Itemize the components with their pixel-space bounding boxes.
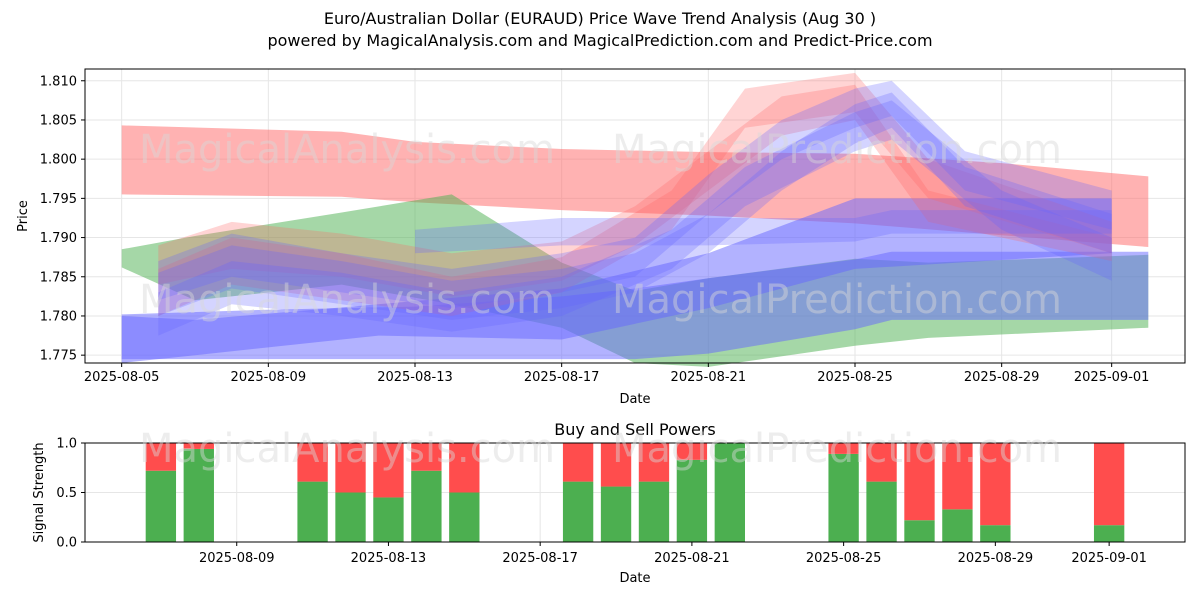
buy-bar — [942, 509, 973, 542]
x-tick-label: 2025-08-05 — [84, 370, 160, 385]
x-tick-label: 2025-08-21 — [671, 370, 747, 385]
buy-bar — [904, 520, 935, 542]
buy-bar — [638, 481, 670, 542]
watermark-text: MagicalPrediction.com — [612, 127, 1062, 173]
y-axis-label: Signal Strength — [32, 442, 47, 542]
buy-bar — [449, 492, 480, 542]
watermarks: MagicalAnalysis.com MagicalPrediction.com… — [139, 127, 1062, 472]
sell-bar — [866, 443, 897, 482]
y-tick-label: 1.805 — [40, 113, 77, 128]
x-tick-label: 2025-08-29 — [964, 370, 1040, 385]
chart-subtitle: powered by MagicalAnalysis.com and Magic… — [267, 31, 933, 50]
y-tick-label: 0.5 — [56, 486, 77, 501]
sell-bar — [600, 443, 632, 487]
bottom-axes: 2025-08-09 2025-08-13 2025-08-17 2025-08-21… — [32, 420, 1186, 586]
watermark-text: MagicalAnalysis.com — [139, 277, 555, 323]
watermark-text: MagicalPrediction.com — [612, 426, 1062, 472]
sell-bar — [297, 443, 328, 482]
y-tick-label: 1.775 — [40, 349, 77, 364]
x-axis-label: Date — [619, 392, 650, 407]
buy-bar — [335, 492, 366, 542]
y-tick-label: 1.795 — [40, 192, 77, 207]
top-series — [121, 72, 1149, 367]
y-tick-label: 1.790 — [40, 231, 77, 246]
sell-bar — [904, 443, 935, 521]
x-tick-label: 2025-08-13 — [377, 370, 453, 385]
buy-bar — [714, 443, 745, 542]
y-tick-label: 1.810 — [40, 74, 77, 89]
bottom-chart-title: Buy and Sell Powers — [554, 420, 716, 439]
top-axes: 2025-08-05 2025-08-09 2025-08-13 2025-08-17… — [16, 68, 1186, 407]
sell-bar — [676, 443, 708, 460]
x-tick-label: 2025-08-09 — [231, 370, 307, 385]
x-tick-label: 2025-08-09 — [199, 551, 275, 566]
y-tick-label: 1.780 — [40, 309, 77, 324]
x-axis-label: Date — [619, 571, 650, 586]
x-tick-label: 2025-08-25 — [817, 370, 893, 385]
price-band-blue — [415, 210, 1112, 254]
price-band-green — [121, 194, 1149, 367]
sell-bar — [942, 443, 973, 510]
watermark-text: MagicalAnalysis.com — [139, 426, 555, 472]
price-band-blue — [158, 92, 1112, 320]
buy-bar — [1093, 525, 1125, 542]
bottom-bars — [145, 443, 1125, 542]
price-band-blue — [121, 198, 1112, 363]
buy-bar — [980, 525, 1011, 542]
sell-bar — [183, 443, 214, 449]
x-tick-label: 2025-08-21 — [654, 551, 730, 566]
x-tick-label: 2025-08-29 — [958, 551, 1034, 566]
sell-bar — [638, 443, 670, 482]
y-axis-label: Price — [16, 200, 31, 232]
y-tick-label: 1.0 — [56, 437, 77, 452]
buy-bar — [297, 481, 328, 542]
buy-bar — [562, 481, 594, 542]
y-tick-label: 1.785 — [40, 270, 77, 285]
watermark-text: MagicalPrediction.com — [612, 277, 1062, 323]
watermark-text: MagicalAnalysis.com — [139, 127, 555, 173]
chart-title: Euro/Australian Dollar (EURAUD) Price Wa… — [323, 9, 877, 28]
top-plot-frame — [84, 68, 1186, 364]
x-tick-label: 2025-08-17 — [502, 551, 578, 566]
buy-bar — [373, 497, 404, 542]
buy-bar — [866, 481, 897, 542]
x-tick-label: 2025-09-01 — [1074, 370, 1150, 385]
buy-bar — [183, 448, 214, 542]
sell-bar — [373, 443, 404, 498]
buy-bar — [145, 470, 177, 542]
buy-bar — [411, 470, 442, 542]
chart-title-block: Euro/Australian Dollar (EURAUD) Price Wa… — [0, 8, 1200, 52]
x-tick-label: 2025-08-25 — [806, 551, 882, 566]
sell-bar — [980, 443, 1011, 526]
buy-bar — [828, 453, 859, 542]
x-tick-label: 2025-08-17 — [524, 370, 600, 385]
sell-bar — [145, 443, 177, 471]
y-tick-label: 1.800 — [40, 153, 77, 168]
sell-bar — [449, 443, 480, 493]
sell-bar — [828, 443, 859, 454]
sell-bar — [562, 443, 594, 482]
buy-bar — [600, 486, 632, 542]
sell-bar — [411, 443, 442, 471]
x-tick-label: 2025-09-01 — [1071, 551, 1147, 566]
sell-bar — [335, 443, 366, 493]
y-tick-label: 0.0 — [56, 536, 77, 551]
price-band-red — [158, 84, 1112, 297]
price-band-red — [158, 72, 1112, 317]
x-tick-label: 2025-08-13 — [351, 551, 427, 566]
sell-bar — [1093, 443, 1125, 526]
price-band-blue — [158, 80, 1112, 309]
buy-bar — [676, 459, 708, 542]
